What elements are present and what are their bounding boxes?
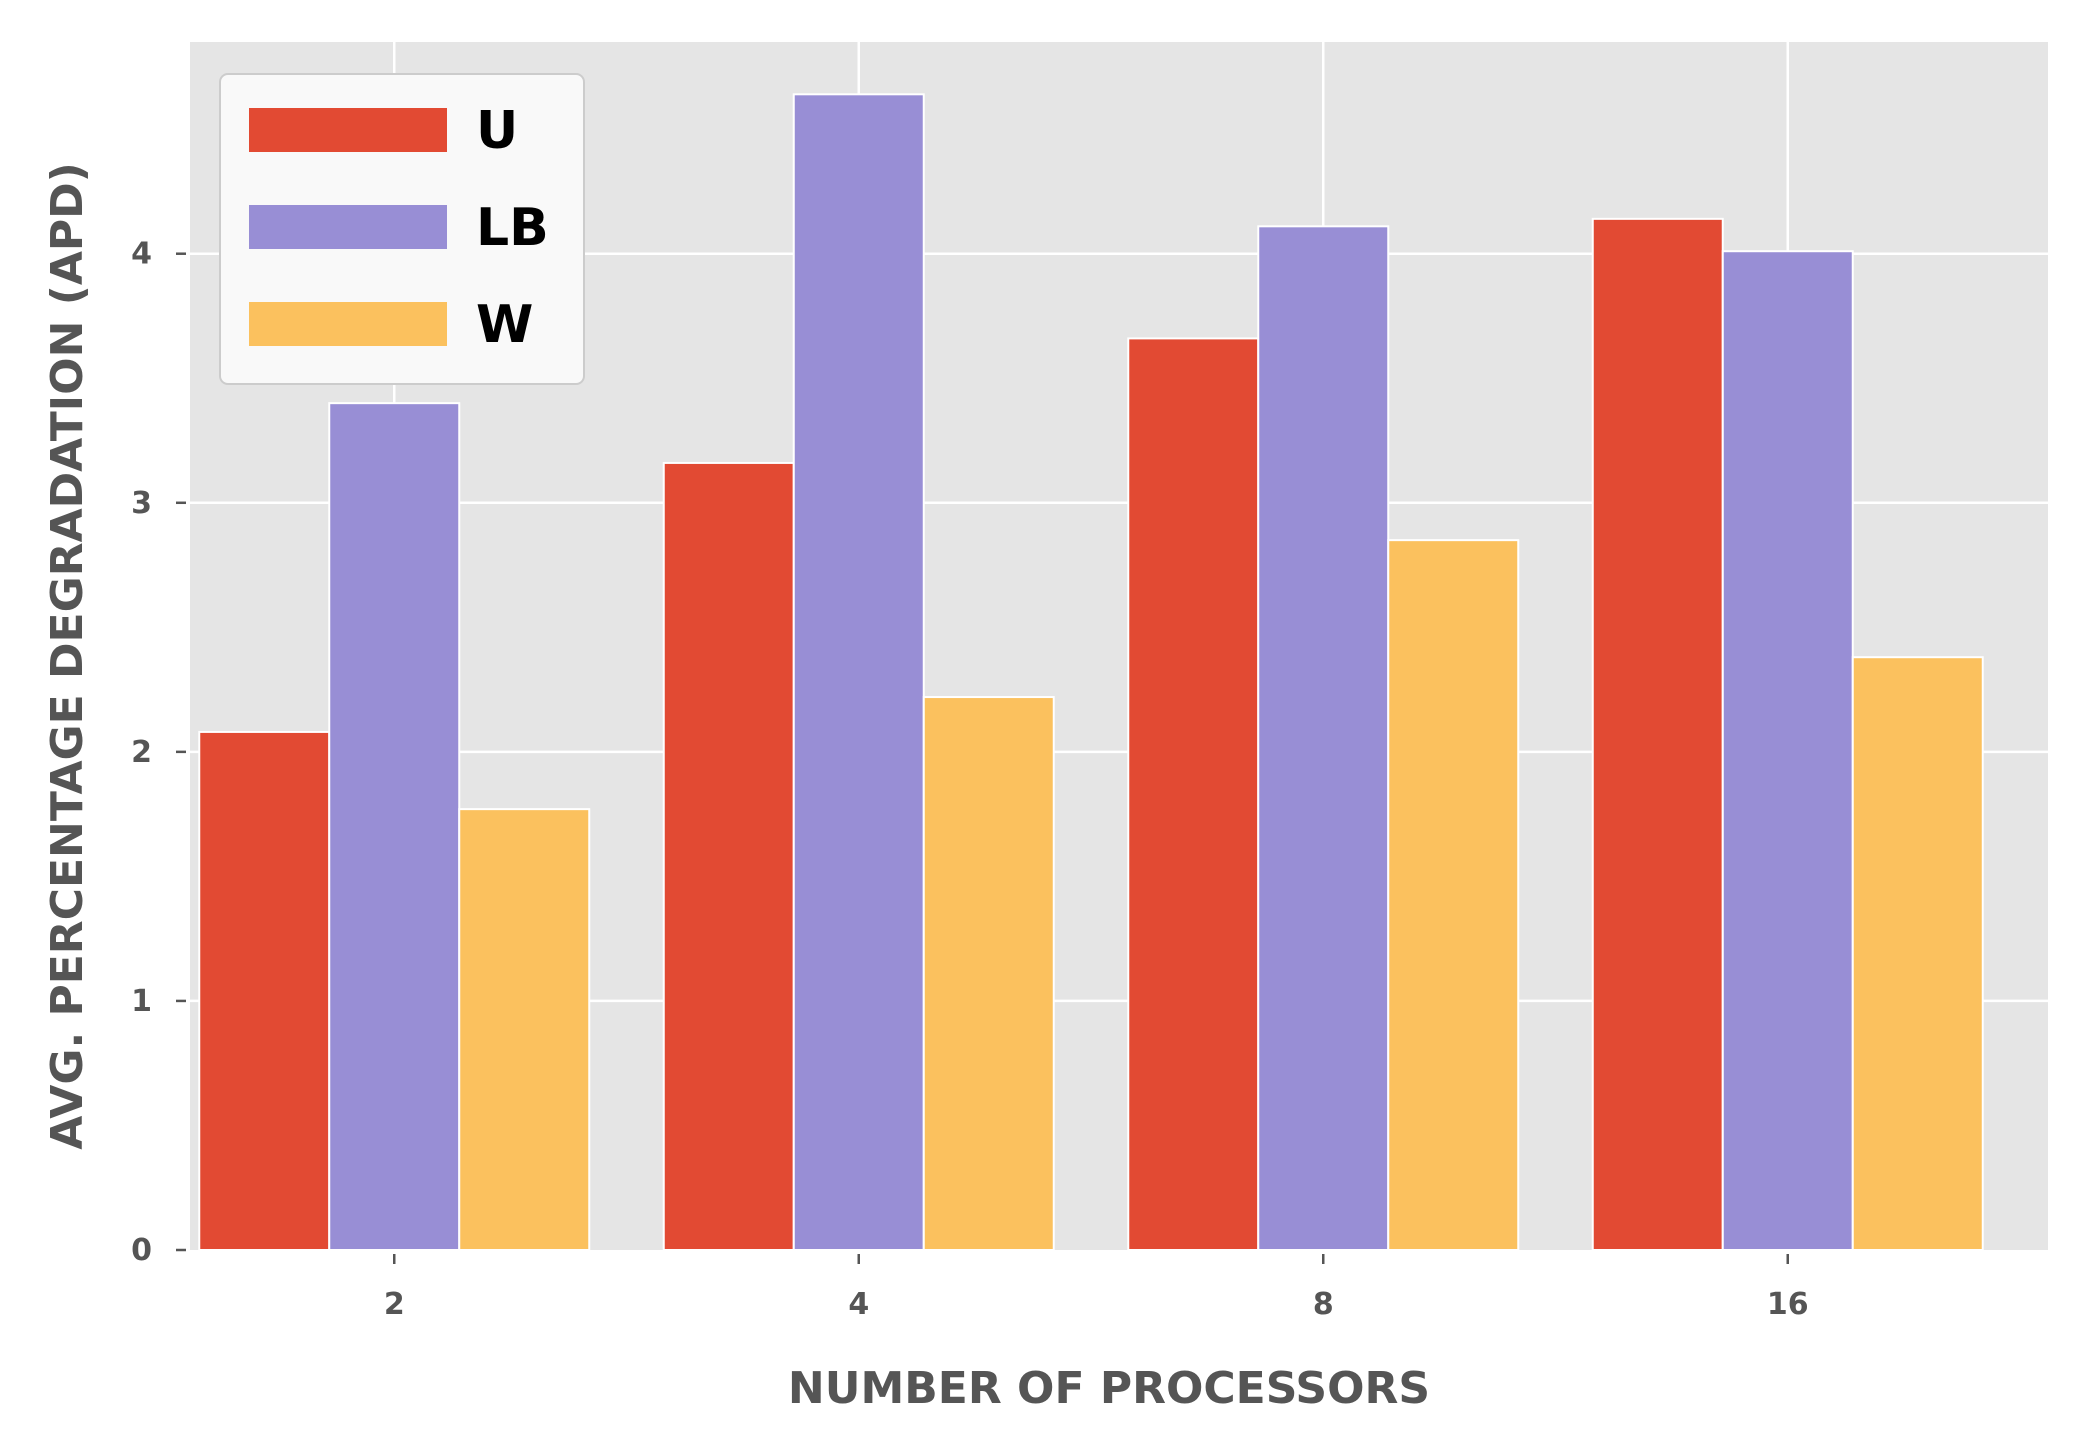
y-axis-label: AVG. PERCENTAGE DEGRADATION (APD)	[42, 162, 93, 1150]
bar-lb-2	[328, 402, 461, 1251]
bar-w-4	[922, 696, 1055, 1251]
bar-u-8	[1127, 337, 1260, 1251]
axis-ticks: 0 1 2 3 4 2 4 8 16	[131, 237, 1809, 1322]
legend-swatch-w	[249, 302, 447, 346]
y-tick-label: 3	[131, 486, 152, 521]
bar-u-16	[1591, 217, 1724, 1252]
y-tick-label: 2	[131, 735, 152, 770]
bar-u-4	[662, 461, 795, 1251]
x-tick-label: 2	[384, 1287, 405, 1322]
bar-w-8	[1387, 539, 1520, 1251]
x-tick-label: 4	[848, 1287, 869, 1322]
legend-swatch-lb	[249, 205, 447, 249]
legend-swatch-u	[249, 108, 447, 152]
x-tick-label: 16	[1767, 1287, 1809, 1322]
x-axis-label: NUMBER OF PROCESSORS	[788, 1363, 1430, 1414]
bars	[198, 93, 1984, 1252]
x-tick-label: 8	[1313, 1287, 1334, 1322]
bar-lb-8	[1257, 225, 1390, 1251]
bar-w-16	[1851, 656, 1984, 1251]
y-tick-label: 0	[131, 1233, 152, 1268]
bar-lb-16	[1721, 250, 1854, 1251]
y-tick-label: 1	[131, 984, 152, 1019]
y-tick-label: 4	[131, 237, 152, 272]
legend-label-u: U	[476, 101, 518, 161]
legend: U LB W	[219, 73, 585, 385]
bar-u-2	[198, 730, 331, 1251]
legend-label-w: W	[476, 295, 533, 355]
bar-w-2	[458, 808, 591, 1251]
bar-lb-4	[792, 93, 925, 1251]
legend-label-lb: LB	[476, 198, 549, 258]
